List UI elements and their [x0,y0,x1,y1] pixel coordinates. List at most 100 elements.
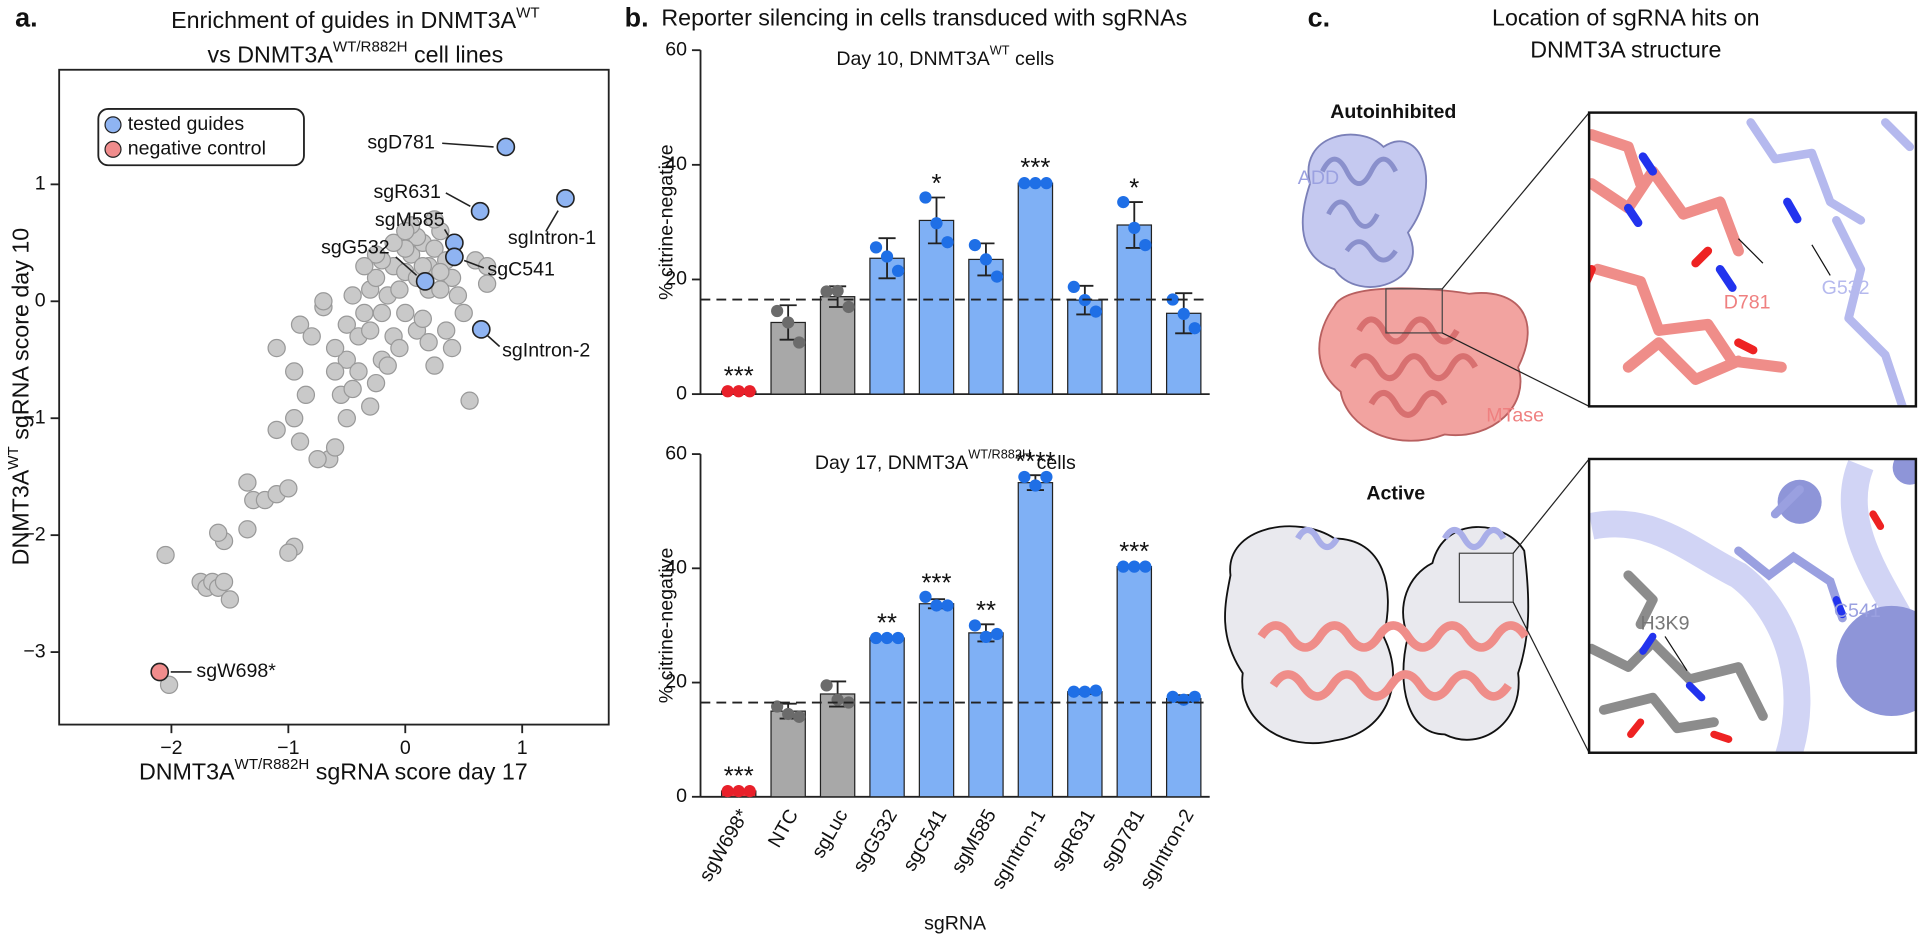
x-tick-label: NTC [764,806,803,852]
replicate-dot [1166,293,1179,306]
point [361,397,380,416]
point [209,523,228,542]
legend-marker [104,140,122,158]
replicate-dot [968,238,982,252]
zoom-frame [1587,457,1918,754]
bar [1067,691,1103,798]
bar [918,603,955,798]
panel-letter: c. [1308,3,1330,33]
replicate-dot [1117,560,1130,573]
point [302,327,321,346]
bar [968,632,1004,798]
y-axis-label-part: DNMT3A [8,469,34,565]
point [470,201,490,221]
bar [1017,482,1054,798]
replicate-dot [1067,280,1080,294]
significance: **** [1015,448,1055,476]
point [445,247,464,267]
point [390,338,409,358]
zoom-active [1589,458,1916,753]
y-tick-label: 20 [665,268,687,290]
structure-label: H3K9 [1641,612,1690,634]
point-label: sgIntron-1 [508,227,596,249]
point [325,362,345,381]
point [279,479,298,498]
panel-title: DNMT3A structure [1530,37,1721,63]
significance: *** [1119,538,1149,566]
leader-line [442,142,494,148]
point [314,292,333,311]
point [325,438,345,457]
replicate-dot [782,707,795,721]
legend-marker [104,116,122,134]
point [460,391,479,410]
chart-title: Enrichment of guides in DNMT3AWT [171,4,540,33]
point [425,210,444,229]
panel-letter: b. [625,3,649,33]
zoom-frame [1587,111,1918,408]
y-axis-label: % citrine-negative [656,548,678,704]
leader-line [395,256,418,276]
replicate-dot [1177,693,1190,706]
point [366,245,386,264]
replicate-dot [1040,470,1053,484]
point [279,543,298,562]
y-tick-label: 60 [665,442,687,464]
replicate-dot [990,627,1004,641]
chart-title-part: WT/R882H [333,39,408,56]
point [267,420,286,440]
significance: *** [922,569,952,597]
significance: * [932,170,942,198]
leader-line [445,192,471,208]
x-tick-label: −1 [277,737,299,759]
replicate-dot [979,630,993,643]
replicate-dot [1018,470,1031,484]
point [159,675,179,695]
chart-title-part: WT [516,4,540,21]
chart-subtitle-part: WT/R882H [968,447,1031,462]
structure-label: G532 [1822,277,1870,299]
replicate-dot [732,784,745,798]
y-tick-label: −3 [23,640,45,662]
x-tick-label: −2 [160,737,182,759]
significance: ** [877,609,897,637]
point [325,338,345,358]
bar [1116,565,1153,798]
replicate-dot [743,784,756,798]
replicate-dot [1188,322,1201,335]
structure-active [1224,458,1590,754]
chart-subtitle: Day 17, DNMT3AWT/R882H cells [815,447,1076,474]
bar [819,693,856,798]
point-label: sgR631 [373,181,440,203]
replicate-dot [1089,305,1102,318]
replicate-dot [1128,560,1141,573]
x-tick-label: sgLuc [807,805,852,861]
point [290,315,310,334]
replicate-dot [820,679,833,692]
replicate-dot [1177,307,1190,320]
replicate-dot [930,599,943,612]
point-label: sgM585 [375,209,445,231]
x-tick-label: sgG532 [849,806,902,876]
chart-subtitle-part: cells [1031,452,1076,474]
point [384,233,403,253]
point [355,257,374,276]
x-axis-label-part: DNMT3A [139,759,235,785]
point [290,432,310,451]
point [431,280,450,299]
replicate-dot [1128,221,1141,235]
x-tick-label: sgW698* [695,805,754,885]
panel-title: Location of sgRNA hits on [1492,5,1760,31]
y-tick-label: 1 [35,173,46,195]
replicate-dot [842,300,855,314]
point [442,338,462,358]
y-axis-label-part: sgRNA score day 10 [8,228,34,446]
replicate-dot [919,590,932,604]
point [471,319,491,339]
y-tick-label: 0 [676,785,687,807]
replicate-dot [831,693,844,706]
leader-line [486,334,501,348]
significance: *** [1020,154,1050,182]
plot-frame [58,68,610,726]
point [425,239,444,258]
